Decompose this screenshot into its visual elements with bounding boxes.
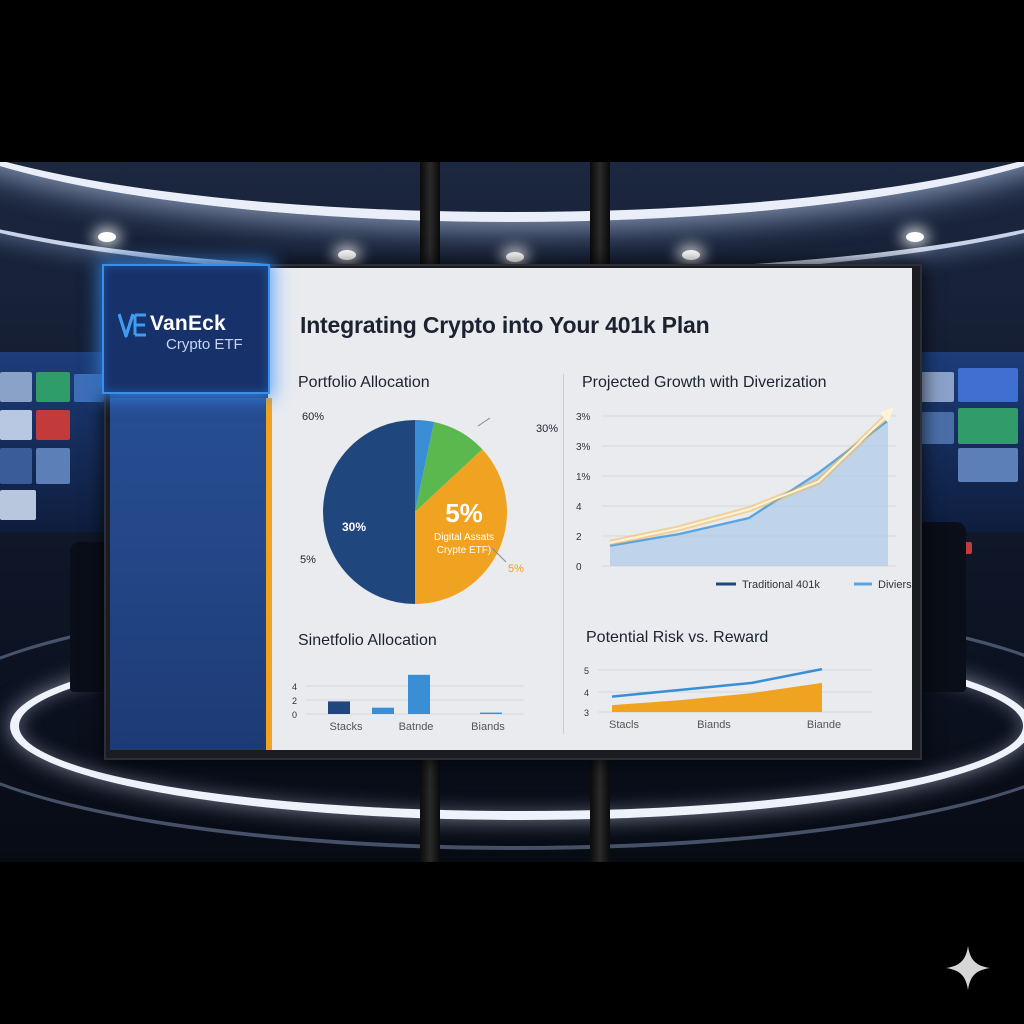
pie-slice-label: 30% [342,520,366,534]
y-tick-label: 3% [576,412,591,423]
pie-slice [415,420,435,512]
studio-monitor [36,410,70,440]
studio-monitor [958,368,1018,402]
ceiling-spotlight [98,232,116,242]
line-chart-title: Projected Growth with Diverization [582,374,827,391]
risk-reward-chart: 3 4 5 Stacls Biands Biande [584,666,872,731]
x-category-label: Stacks [329,721,363,733]
x-category-label: Biande [807,719,841,731]
brand-sidebar-studio-image [110,398,268,750]
studio-monitor [920,372,954,402]
pie-chart-title: Portfolio Allocation [298,374,430,391]
x-category-label: Stacls [609,719,639,731]
brand-name: VanEck [150,312,226,335]
bar-chart: 0 2 4 Stacks Batnde Biands [292,674,524,733]
ceiling-spotlight [682,250,700,260]
x-category-label: Batnde [399,721,434,733]
pie-callout-label: 30% [536,423,558,435]
x-category-label: Biands [697,719,731,731]
pie-slice-label: 5% [445,498,483,528]
y-tick-label: 3 [584,708,589,718]
studio-monitor [36,372,70,402]
y-tick-label: 2 [292,696,297,706]
x-category-label: Biands [471,721,505,733]
series-line [611,667,823,698]
studio-monitor [920,412,954,444]
area-series [612,682,822,712]
pie-chart: 30% 5% Digital Assats Crypte ETF) 60% 30% 5% 5% [300,411,570,604]
callout-line [477,417,491,427]
series-line-traditional [609,414,889,544]
bar [480,712,502,714]
y-tick-label: 1% [576,472,591,483]
slide-title: Integrating Crypto into Your 401k Plan [300,312,710,338]
bar [372,707,394,714]
studio-monitor [958,408,1018,444]
y-tick-label: 2 [576,532,582,543]
trend-arrowhead [880,406,894,423]
studio-monitor [958,448,1018,482]
studio-monitor [0,410,32,440]
pie-callout-label: 60% [302,411,324,423]
gold-accent-bar [266,398,272,750]
pie-slice [415,422,483,512]
pie-slice-sublabel: Digital Assats [434,532,494,543]
callout-line [491,547,507,563]
ceiling-spotlight [506,252,524,262]
line-chart: 0 2 4 1% 3% 3% Traditional 401k Diviersinsd 401… [576,406,912,591]
studio-monitor [0,490,36,520]
brand-sidebar [110,268,268,750]
series-line-diversified [609,419,889,547]
support-pole [420,162,440,272]
studio-wall-left [0,352,120,532]
studio-monitor [36,448,70,484]
support-pole [590,752,610,862]
pie-slice [415,449,507,604]
y-tick-label: 3% [576,442,591,453]
legend-label: Traditional 401k [742,579,820,591]
pie-callout-label: 5% [300,554,316,566]
y-tick-label: 5 [584,666,589,676]
bar [408,674,430,714]
studio-wall-right [916,352,1024,554]
y-tick-label: 0 [576,562,582,573]
pie-slice [323,420,415,604]
studio-chair [916,522,966,692]
area-chart-title: Potential Risk vs. Reward [586,629,769,646]
bar-chart-title: Sinetfolio Allocation [298,632,437,649]
bar [328,701,350,714]
y-tick-label: 4 [576,502,582,513]
letterbox-bottom [0,862,1024,1024]
studio-monitor [0,372,32,402]
support-pole [590,162,610,272]
vaneck-logo-icon [118,313,146,338]
legend-label: Diviersinsd 401k [878,579,912,591]
letterbox-top [0,0,1024,162]
y-tick-label: 0 [292,710,297,720]
studio-monitor [74,374,104,402]
pie-callout-label: 5% [508,563,524,575]
area-fill [610,420,888,566]
y-tick-label: 4 [292,682,297,692]
brand-logo-box: VanEck Crypto ETF [102,264,270,394]
ceiling-spotlight [338,250,356,260]
ceiling-spotlight [906,232,924,242]
sparkle-icon [946,946,990,990]
vertical-divider [563,374,564,734]
pie-slice-sublabel: Crypte ETF) [437,545,491,556]
y-tick-label: 4 [584,688,589,698]
support-pole [420,752,440,862]
brand-subtitle: Crypto ETF [166,336,243,353]
studio-monitor [0,448,32,484]
